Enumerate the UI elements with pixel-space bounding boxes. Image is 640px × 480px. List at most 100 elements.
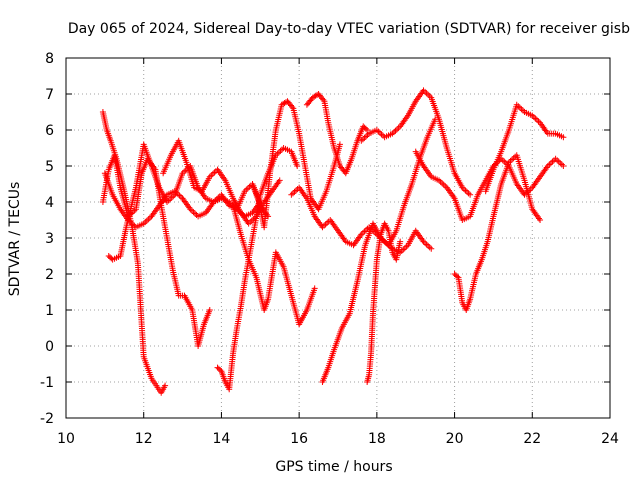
data-point	[423, 90, 430, 97]
data-point	[552, 155, 559, 162]
data-point	[537, 217, 544, 223]
y-tick-label: 5	[45, 159, 54, 175]
data-point	[380, 132, 387, 139]
y-tick-label: 3	[45, 231, 54, 247]
x-tick-label: 24	[601, 431, 619, 447]
data-point	[283, 99, 290, 106]
data-point	[311, 285, 318, 292]
data-point	[533, 116, 540, 123]
x-tick-label: 20	[446, 431, 464, 447]
x-tick-label: 16	[290, 431, 308, 447]
data-point	[188, 207, 195, 214]
y-tick-label: 2	[45, 267, 54, 283]
data-point	[211, 169, 218, 176]
data-point	[467, 191, 474, 198]
data-point	[426, 244, 433, 251]
data-point	[454, 273, 461, 280]
data-series	[99, 109, 169, 396]
data-point	[546, 161, 553, 168]
chart-title: Day 065 of 2024, Sidereal Day-to-day VTE…	[68, 21, 630, 37]
y-tick-label: -2	[40, 411, 54, 427]
data-point	[246, 183, 253, 190]
data-point	[547, 160, 554, 167]
data-point	[509, 156, 516, 163]
data-point	[359, 229, 366, 236]
data-point	[518, 106, 525, 113]
data-point	[499, 157, 506, 164]
data-series	[451, 152, 544, 313]
data-point	[375, 128, 382, 135]
data-point	[510, 155, 517, 162]
data-point	[554, 157, 561, 164]
data-point	[401, 245, 408, 252]
data-point	[293, 187, 300, 194]
data-point	[395, 124, 402, 131]
data-point	[462, 187, 469, 194]
data-point	[289, 190, 296, 197]
x-tick-label: 12	[135, 431, 153, 447]
y-tick-label: -1	[40, 375, 54, 391]
data-point	[397, 238, 404, 245]
data-point	[560, 163, 567, 169]
data-point	[146, 214, 153, 221]
data-point	[558, 161, 565, 168]
data-point	[394, 126, 401, 133]
data-point	[176, 192, 183, 199]
data-point	[279, 146, 286, 153]
data-point	[244, 185, 251, 192]
data-point	[557, 160, 564, 167]
data-series	[364, 220, 404, 385]
data-series	[101, 170, 264, 231]
data-point	[162, 382, 169, 389]
y-tick-label: 0	[45, 339, 54, 355]
data-series	[358, 87, 474, 198]
x-tick-label: 22	[523, 431, 541, 447]
data-point	[425, 91, 432, 98]
y-tick-label: 7	[45, 87, 54, 103]
y-tick-label: 6	[45, 123, 54, 139]
data-point	[428, 245, 435, 252]
data-point	[422, 240, 429, 247]
data-point	[464, 188, 471, 195]
data-point	[555, 158, 562, 165]
data-point	[143, 217, 150, 224]
data-point	[314, 91, 321, 98]
data-point	[190, 209, 197, 216]
data-point	[532, 115, 539, 122]
x-tick-label: 18	[368, 431, 386, 447]
data-point	[362, 125, 369, 132]
data-series	[482, 101, 567, 195]
data-point	[168, 194, 175, 201]
data-point	[425, 242, 432, 249]
data-series	[230, 202, 318, 328]
data-point	[276, 177, 283, 184]
data-point	[336, 141, 343, 148]
data-point	[465, 190, 472, 197]
data-point	[440, 181, 447, 188]
x-tick-label: 10	[57, 431, 75, 447]
data-point	[439, 180, 446, 187]
y-tick-label: 1	[45, 303, 54, 319]
data-point	[178, 193, 185, 200]
data-point	[560, 134, 567, 141]
y-tick-label: 4	[45, 195, 54, 211]
data-point	[289, 103, 296, 110]
data-point	[209, 170, 216, 177]
data-point	[288, 191, 295, 198]
x-axis-label: GPS time / hours	[275, 459, 392, 475]
data-point	[442, 183, 449, 190]
data-point	[291, 188, 298, 195]
data-point	[362, 133, 369, 140]
data-point	[145, 216, 152, 223]
data-point	[324, 219, 331, 226]
data-point	[516, 104, 523, 111]
data-marks	[99, 87, 567, 396]
data-point	[392, 127, 399, 134]
data-point	[364, 127, 371, 133]
data-point	[322, 221, 329, 228]
data-series	[288, 184, 435, 256]
data-point	[362, 227, 369, 234]
data-point	[294, 163, 301, 169]
y-tick-label: 8	[45, 51, 54, 67]
